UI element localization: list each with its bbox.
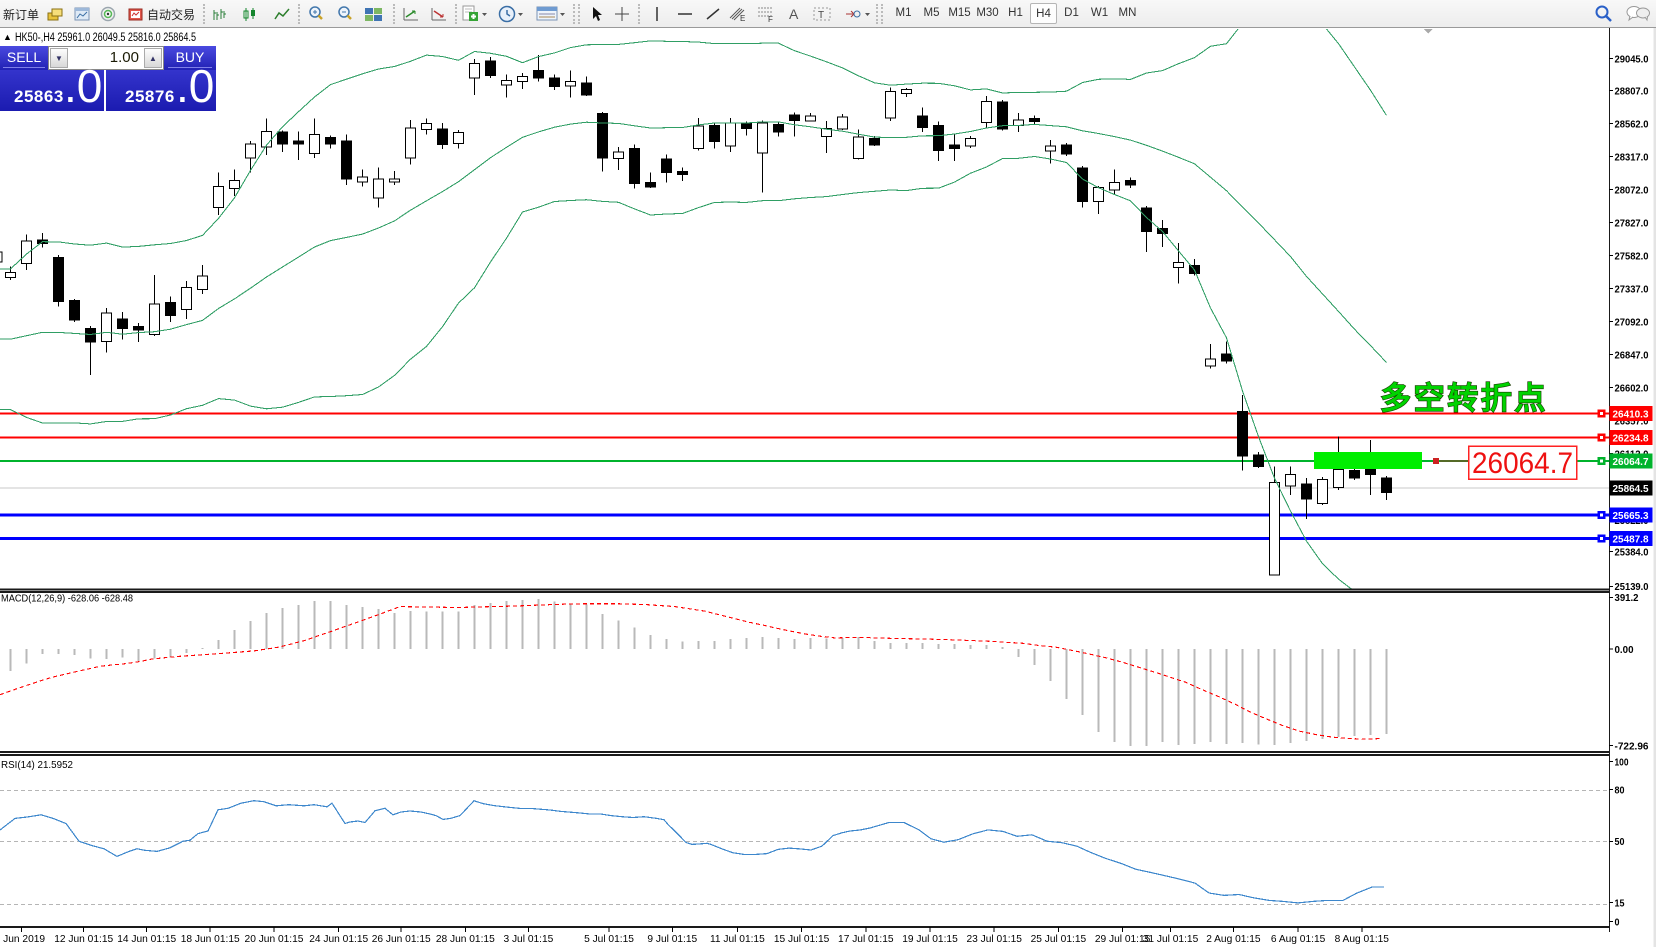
svg-text:多空转折点: 多空转折点: [1380, 381, 1548, 416]
svg-text:100: 100: [1615, 756, 1629, 768]
svg-text:27337.0: 27337.0: [1615, 284, 1649, 296]
svg-text:0.00: 0.00: [1615, 644, 1634, 656]
svg-text:25487.8: 25487.8: [1613, 534, 1649, 546]
svg-text:23 Jul 01:15: 23 Jul 01:15: [966, 934, 1022, 945]
svg-text:9 Jul 01:15: 9 Jul 01:15: [647, 934, 697, 945]
svg-text:26 Jun 01:15: 26 Jun 01:15: [372, 934, 431, 945]
svg-text:24 Jun 01:15: 24 Jun 01:15: [309, 934, 368, 945]
svg-text:-722.96: -722.96: [1615, 740, 1649, 752]
svg-text:26064.7: 26064.7: [1613, 456, 1649, 468]
svg-text:28072.0: 28072.0: [1615, 185, 1649, 197]
svg-text:18 Jun 01:15: 18 Jun 01:15: [181, 934, 240, 945]
svg-text:25665.3: 25665.3: [1613, 510, 1649, 522]
svg-text:26234.8: 26234.8: [1613, 433, 1649, 445]
svg-text:28 Jun 01:15: 28 Jun 01:15: [436, 934, 495, 945]
svg-text:28562.0: 28562.0: [1615, 119, 1649, 131]
svg-text:15: 15: [1615, 897, 1625, 909]
svg-text:5 Jul 01:15: 5 Jul 01:15: [584, 934, 634, 945]
svg-text:0: 0: [1615, 916, 1620, 928]
svg-text:25139.0: 25139.0: [1615, 581, 1649, 593]
svg-text:19 Jul 01:15: 19 Jul 01:15: [902, 934, 958, 945]
svg-text:26410.3: 26410.3: [1613, 409, 1649, 421]
svg-text:14 Jun 01:15: 14 Jun 01:15: [117, 934, 176, 945]
svg-text:12 Jun 01:15: 12 Jun 01:15: [54, 934, 113, 945]
svg-text:26064.7: 26064.7: [1472, 447, 1573, 480]
svg-text:26847.0: 26847.0: [1615, 350, 1649, 362]
svg-text:28807.0: 28807.0: [1615, 86, 1649, 98]
svg-text:6 Aug 01:15: 6 Aug 01:15: [1271, 934, 1326, 945]
svg-text:▲: ▲: [3, 32, 12, 42]
svg-text:25864.5: 25864.5: [1613, 483, 1649, 495]
svg-text:E: E: [740, 14, 745, 23]
svg-text:25384.0: 25384.0: [1615, 547, 1649, 559]
svg-text:10 Jun 2019: 10 Jun 2019: [0, 934, 45, 945]
svg-text:50: 50: [1615, 836, 1625, 848]
svg-text:MACD(12,26,9) -628.06 -628.48: MACD(12,26,9) -628.06 -628.48: [1, 593, 133, 605]
svg-text:HK50-,H4 25961.0 26049.5 2581: HK50-,H4 25961.0 26049.5 25816.0 25864.5: [15, 32, 196, 44]
svg-text:26602.0: 26602.0: [1615, 383, 1649, 395]
svg-text:391.2: 391.2: [1615, 592, 1639, 604]
svg-text:11 Jul 01:15: 11 Jul 01:15: [710, 934, 765, 945]
svg-text:F: F: [768, 15, 773, 23]
svg-text:25 Jul 01:15: 25 Jul 01:15: [1031, 934, 1087, 945]
svg-text:3 Jul 01:15: 3 Jul 01:15: [503, 934, 553, 945]
svg-text:29 Jul 01:15: 29 Jul 01:15: [1095, 934, 1151, 945]
svg-text:27092.0: 27092.0: [1615, 317, 1649, 329]
svg-text:29045.0: 29045.0: [1615, 53, 1649, 65]
svg-text:8 Aug 01:15: 8 Aug 01:15: [1335, 934, 1390, 945]
svg-text:15 Jul 01:15: 15 Jul 01:15: [774, 934, 830, 945]
svg-text:17 Jul 01:15: 17 Jul 01:15: [838, 934, 894, 945]
svg-text:28317.0: 28317.0: [1615, 152, 1649, 164]
svg-text:2 Aug 01:15: 2 Aug 01:15: [1206, 934, 1261, 945]
svg-text:RSI(14) 21.5952: RSI(14) 21.5952: [1, 759, 73, 771]
svg-text:27582.0: 27582.0: [1615, 251, 1649, 263]
svg-text:27827.0: 27827.0: [1615, 218, 1649, 230]
svg-text:31 Jul 01:15: 31 Jul 01:15: [1143, 934, 1199, 945]
svg-text:T: T: [818, 10, 824, 21]
svg-text:80: 80: [1615, 784, 1625, 796]
svg-text:20 Jun 01:15: 20 Jun 01:15: [245, 934, 304, 945]
